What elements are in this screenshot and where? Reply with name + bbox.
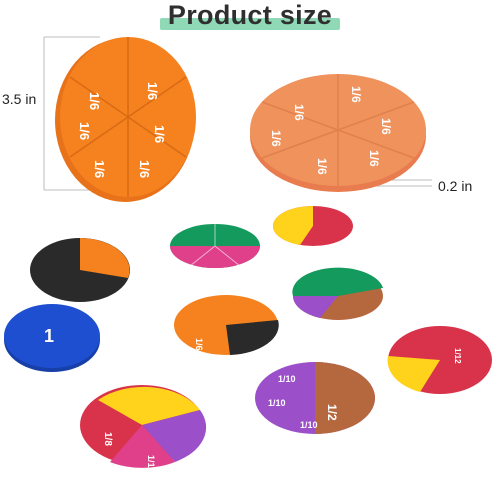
frac-label: 1/8	[102, 432, 113, 446]
frac-label: 1	[44, 326, 54, 346]
frac-label: 1/10	[278, 374, 296, 384]
yellow-red-disc-small	[272, 206, 353, 246]
frac-label: 1/6	[292, 104, 306, 121]
frac-label: 1/2	[325, 404, 339, 421]
diameter-label: 3.5 in	[2, 91, 37, 107]
frac-label: 1/6	[367, 150, 381, 167]
green-pink-disc	[170, 224, 260, 268]
frac-label: 1/6	[269, 130, 283, 147]
black-orange-disc	[30, 238, 130, 302]
orange-sixths-disc-flat	[250, 74, 426, 192]
frac-label: 1/6	[77, 122, 92, 140]
green-purple-brown-disc	[292, 267, 383, 320]
frac-label: 1/6	[87, 92, 102, 110]
frac-label: 1/10	[300, 420, 318, 430]
frac-label: 1/6	[349, 86, 363, 103]
tenths-disc	[255, 362, 375, 434]
orange-black-disc	[174, 295, 279, 355]
frac-label: 1/12	[453, 348, 462, 364]
frac-label: 1/6	[194, 338, 204, 351]
twelfths-disc	[387, 326, 492, 394]
fraction-labels: 1/6 1/6 1/6 1/6 1/6 1/6 1/6 1/6 1/6 1/6 …	[44, 82, 462, 473]
orange-sixths-disc-large	[55, 37, 196, 202]
title-highlight-bar	[160, 18, 340, 30]
frac-label: 1/10	[268, 398, 286, 408]
title-area: Product size	[0, 0, 500, 34]
page-title: Product size	[167, 0, 333, 30]
frac-label: 1/6	[137, 160, 152, 178]
frac-label: 1/6	[145, 82, 160, 100]
frac-label: 1/12	[146, 455, 156, 473]
thickness-label: 0.2 in	[438, 178, 473, 194]
frac-label: 1/6	[152, 125, 167, 143]
frac-label: 1/6	[379, 118, 393, 135]
frac-label: 1/6	[92, 160, 107, 178]
eighths-disc	[80, 385, 207, 468]
frac-label: 1/6	[315, 158, 329, 175]
blue-whole-disc	[4, 304, 100, 372]
